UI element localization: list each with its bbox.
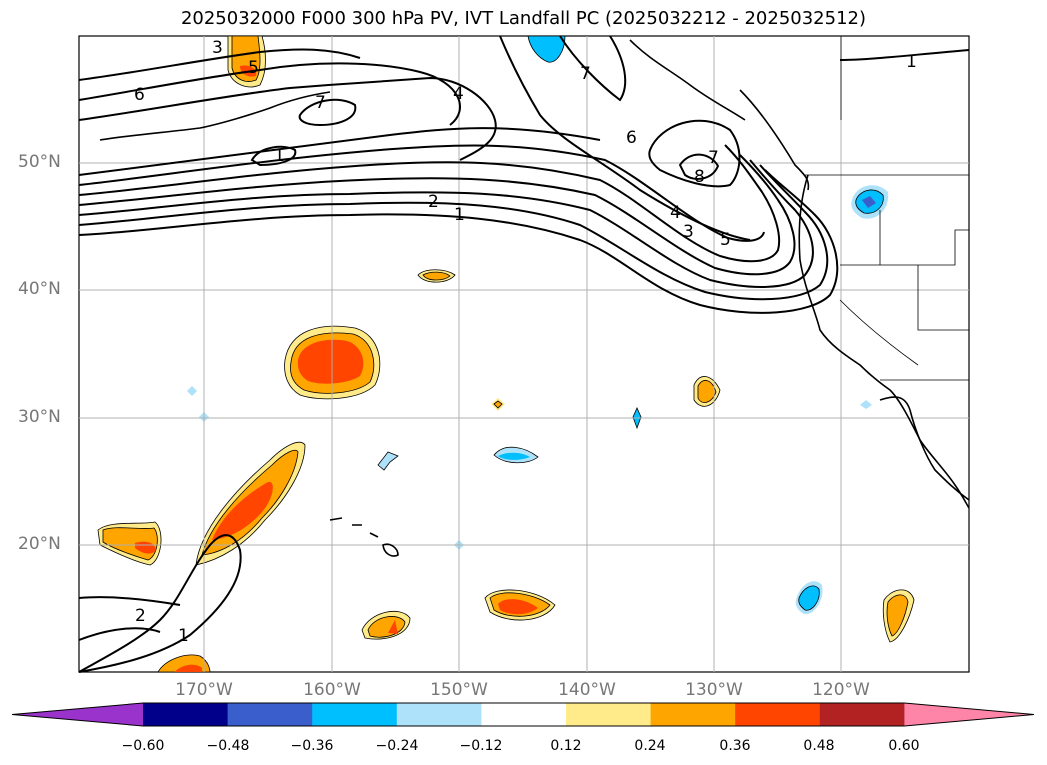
ivt-contours [78, 35, 970, 673]
contour-label: 2 [428, 192, 439, 212]
colorbar-tick: 0.48 [803, 738, 835, 754]
contour-label: 4 [670, 203, 681, 223]
colorbar-extend-high [904, 703, 1034, 726]
colorbar-segment [819, 703, 905, 726]
lon-label-120w: 120°W [812, 680, 870, 700]
colorbar-segment [143, 703, 229, 726]
colorbar-segment [735, 703, 821, 726]
colorbar-tick: 0.60 [888, 738, 920, 754]
contour-label: 7 [580, 64, 591, 84]
colorbar-segment [312, 703, 398, 726]
graticule [79, 36, 969, 672]
colorbar-tick: −0.36 [290, 738, 334, 754]
coastlines [99, 39, 970, 557]
colorbar-segment [650, 703, 736, 726]
pv-negative-blob [527, 35, 566, 63]
contour-label: 3 [212, 38, 223, 58]
lon-label-150w: 150°W [430, 680, 488, 700]
lon-label-170w: 170°W [175, 680, 233, 700]
colorbar-tick: −0.24 [375, 738, 419, 754]
contour-label: 4 [453, 84, 464, 104]
contour-label: 3 [683, 222, 694, 242]
colorbar [11, 702, 1035, 727]
lon-label-140w: 140°W [558, 680, 616, 700]
contour-label: 5 [720, 230, 731, 250]
contour-label: 7 [708, 148, 719, 168]
contour-label: 5 [248, 58, 259, 78]
contour-label: 6 [134, 85, 145, 105]
colorbar-tick: −0.12 [459, 738, 503, 754]
colorbar-tick: 0.12 [550, 738, 582, 754]
colorbar-tick: 0.24 [634, 738, 666, 754]
colorbar-segment [227, 703, 313, 726]
lon-label-160w: 160°W [303, 680, 361, 700]
lon-label-130w: 130°W [685, 680, 743, 700]
lat-label-40n: 40°N [18, 279, 61, 299]
map-frame [78, 35, 970, 673]
lat-label-20n: 20°N [18, 534, 61, 554]
contour-label: 1 [454, 205, 465, 225]
colorbar-tick: −0.60 [121, 738, 165, 754]
colorbar-segment [396, 703, 482, 726]
colorbar-extend-low [12, 703, 143, 726]
colorbar-segment [481, 703, 567, 726]
map-title: 2025032000 F000 300 hPa PV, IVT Landfall… [180, 8, 867, 29]
contour-label: 1 [274, 146, 285, 166]
contour-label: 1 [906, 52, 917, 72]
contour-label: 8 [694, 167, 705, 187]
contour-label: 2 [135, 606, 146, 626]
colorbar-tick: 0.36 [719, 738, 751, 754]
pv-shading [97, 35, 915, 673]
lat-label-50n: 50°N [18, 152, 61, 172]
colorbar-outline [11, 702, 1035, 727]
colorbar-tick: −0.48 [206, 738, 250, 754]
contour-label: 1 [178, 626, 189, 646]
colorbar-segment [566, 703, 652, 726]
contour-label: 6 [626, 128, 637, 148]
contour-label: 7 [315, 93, 326, 113]
lat-label-30n: 30°N [18, 407, 61, 427]
political-borders [805, 36, 969, 381]
